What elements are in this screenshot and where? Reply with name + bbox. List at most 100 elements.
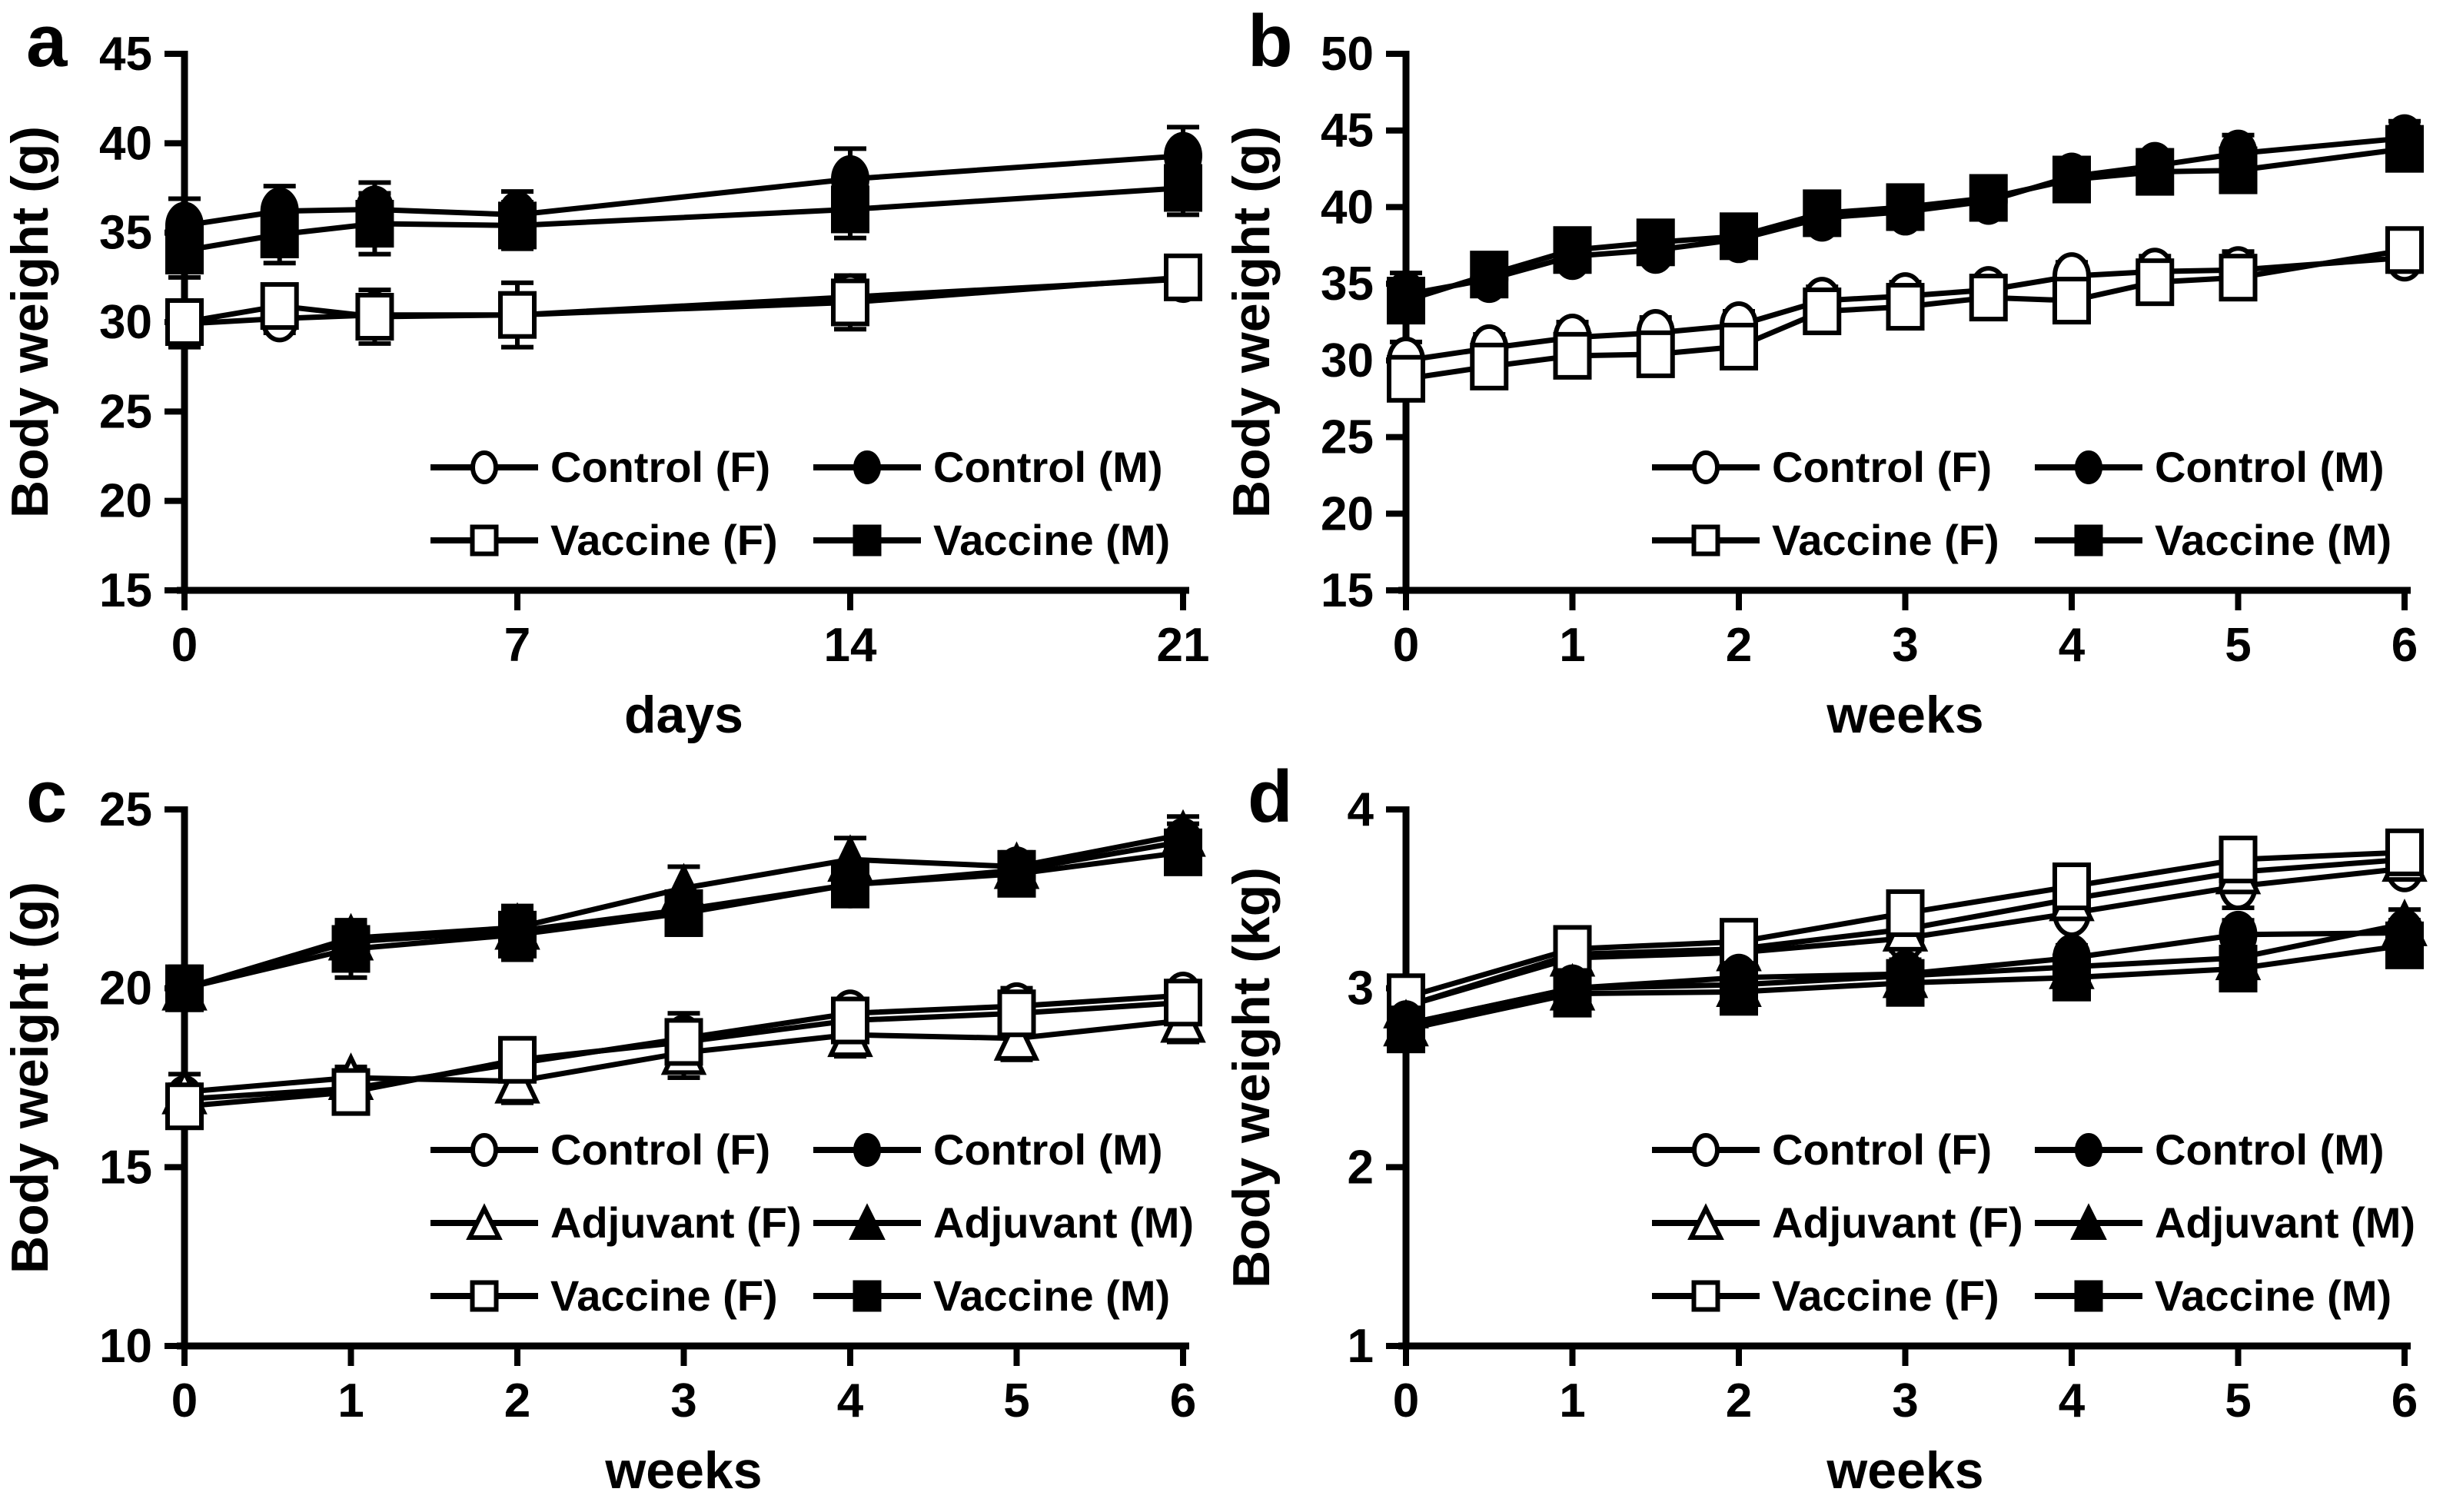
chart-canvas-a: 15 20 25 30 35 40 45 0 7 14 21 days Body weight (g) C… [1,28,1210,744]
y-tick-label: 30 [99,296,152,349]
x-tick-label: 5 [1003,1374,1029,1427]
marker-square-open [2136,258,2175,307]
y-tick-label: 20 [99,475,152,528]
marker-circle-filled [2075,1133,2102,1167]
marker-square-filled [1636,218,1675,267]
marker-square-filled [498,201,537,250]
series-line-Control (M) [168,125,1199,255]
x-tick-label: 3 [1892,619,1918,672]
marker-square-open [1636,330,1675,378]
legend-item-Vaccine (F): Vaccine (F) [1652,1271,1999,1320]
y-axis-label: Body weight (g) [1222,126,1281,518]
marker-square-open [1691,524,1720,557]
marker-square-open [470,1280,499,1312]
marker-square-filled [1387,1005,1425,1054]
marker-square-filled [1387,277,1425,325]
legend-item-Adjuvant (M): Adjuvant (M) [813,1198,1194,1247]
marker-square-filled [498,910,537,959]
panel-letter-c: c [26,756,68,838]
legend-label: Vaccine (F) [550,516,778,564]
x-axis-label: weeks [604,1441,762,1500]
marker-square-filled [331,925,371,973]
marker-square-filled [2136,148,2175,196]
y-tick-label: 45 [99,28,152,81]
x-tick-label: 7 [504,619,530,672]
legend-label: Control (M) [2155,443,2385,491]
marker-square-open [1470,342,1509,390]
series-markers-Vaccine (F) [165,253,1202,346]
legend-label: Vaccine (F) [550,1271,778,1320]
marker-square-filled [831,860,869,909]
marker-square-filled [2052,155,2091,204]
y-axis-label: Body weight (g) [1,126,59,518]
marker-square-filled [664,889,703,937]
x-tick-label: 4 [2059,1374,2086,1427]
legend-item-Adjuvant (F): Adjuvant (F) [1652,1198,2023,1247]
series-line-Vaccine (M) [168,158,1199,280]
y-tick-label: 15 [99,564,152,617]
y-axis-label: Body weight (kg) [1222,867,1281,1288]
y-axis-label: Body weight (g) [1,882,59,1274]
marker-square-filled [1969,174,2008,222]
y-axis: 1 2 3 4 [1348,783,1410,1373]
y-tick-label: 25 [1321,411,1374,464]
marker-square-open [1553,331,1592,380]
marker-square-open [1387,354,1425,403]
marker-circle-open [1692,450,1720,484]
marker-triangle-open [1687,1203,1724,1240]
legend-label: Vaccine (M) [2155,516,2391,564]
marker-square-open [1803,287,1842,336]
legend-item-Vaccine (M): Vaccine (M) [813,1271,1170,1320]
series-markers-Vaccine (M) [1387,921,2424,1054]
y-axis: 10 15 20 25 [99,783,188,1373]
x-tick-label: 0 [171,619,198,672]
legend-label: Control (M) [2155,1125,2385,1174]
x-tick-label: 0 [171,1374,198,1427]
x-tick-label: 0 [1393,1374,1419,1427]
marker-circle-open [1692,1133,1720,1167]
marker-square-open [498,1035,537,1084]
legend-item-Control (M): Control (M) [2035,443,2385,491]
x-tick-label: 4 [837,1374,864,1427]
legend-label: Control (M) [933,1125,1163,1174]
marker-square-open [2385,828,2424,876]
x-tick-label: 5 [2225,619,2251,672]
legend-item-Control (M): Control (M) [813,443,1163,491]
marker-square-filled [2385,125,2424,173]
y-tick-label: 30 [1321,334,1374,387]
legend-label: Control (F) [1772,1125,1992,1174]
x-tick-label: 21 [1157,619,1210,672]
marker-square-open [2385,226,2424,274]
x-tick-label: 6 [2391,619,2418,672]
x-tick-label: 5 [2225,1374,2251,1427]
panel-letter-d: d [1248,756,1293,838]
marker-square-filled [2219,945,2258,993]
legend-item-Control (F): Control (F) [430,443,770,491]
marker-triangle-filled [2070,1203,2107,1240]
marker-square-open [2219,254,2258,302]
series-markers-Control (F) [165,255,1202,348]
series-markers-Vaccine (M) [165,828,1202,1012]
marker-square-open [2052,862,2091,911]
marker-triangle-open [466,1203,503,1240]
marker-square-open [997,989,1036,1038]
marker-square-open [664,1018,703,1066]
marker-square-filled [260,210,299,258]
marker-square-filled [1803,189,1842,238]
marker-square-open [165,298,204,346]
y-tick-label: 25 [99,385,152,438]
marker-circle-open [470,450,498,484]
legend: Control (F) Control (M) Vaccine (F) Vaccine… [430,443,1170,564]
marker-square-filled [1553,226,1592,274]
x-axis-label: days [624,686,743,744]
x-tick-label: 6 [1170,1374,1196,1427]
legend-label: Control (M) [933,443,1163,491]
marker-square-open [1886,283,1925,331]
y-tick-label: 15 [1321,564,1374,617]
legend-item-Control (F): Control (F) [1652,1125,1992,1174]
y-tick-label: 45 [1321,105,1374,158]
marker-square-filled [1886,183,1925,231]
legend-item-Vaccine (M): Vaccine (M) [2035,516,2391,564]
